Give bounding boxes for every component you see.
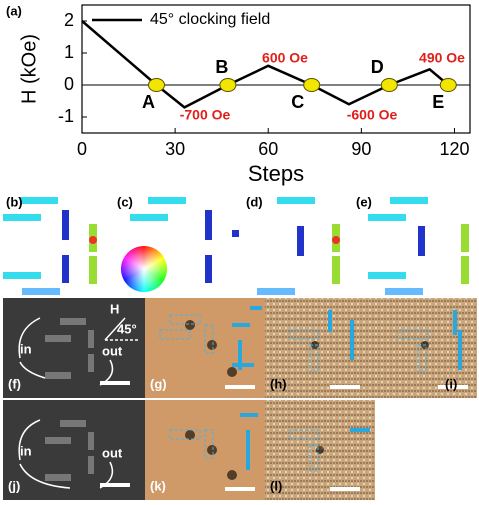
- x-tick-label: 0: [77, 139, 87, 159]
- figure: (a) (b) (c) (d) (e) H 45° in out in out …: [0, 0, 479, 505]
- x-tick-label: 30: [165, 139, 185, 159]
- in-label: in: [20, 341, 32, 356]
- y-axis-label: H (kOe): [18, 34, 40, 104]
- image-panels: [3, 298, 477, 500]
- panel-label: (h): [270, 376, 287, 391]
- figure-svg: (a) (b) (c) (d) (e) H 45° in out in out …: [0, 0, 479, 505]
- panel-label: (e): [356, 194, 372, 209]
- annotation: 600 Oe: [262, 50, 308, 66]
- panel-label: (l): [270, 478, 282, 493]
- x-tick-label: 60: [258, 139, 278, 159]
- sim-panels: [3, 197, 469, 295]
- point-label: E: [432, 92, 444, 112]
- x-tick-label: 120: [439, 139, 469, 159]
- panel-label: (g): [150, 376, 167, 391]
- y-tick-label: 2: [64, 10, 74, 30]
- annotation: 490 Oe: [419, 50, 465, 66]
- annotation: -700 Oe: [180, 107, 231, 123]
- crossing-marker: [304, 79, 320, 92]
- y-tick-label: 0: [64, 74, 74, 94]
- point-label: D: [371, 57, 384, 77]
- panel-label: (i): [445, 376, 457, 391]
- panel-label: (c): [117, 194, 133, 209]
- out-label: out: [102, 445, 123, 460]
- point-label: A: [142, 92, 155, 112]
- point-label: B: [215, 57, 228, 77]
- panel-label: (b): [6, 194, 23, 209]
- legend-label: 45° clocking field: [150, 11, 270, 28]
- crossing-marker: [148, 79, 164, 92]
- angle-label: 45°: [117, 321, 137, 336]
- x-tick-label: 90: [351, 139, 371, 159]
- crossing-marker: [220, 79, 236, 92]
- crossing-marker: [381, 79, 397, 92]
- panel-label: (f): [8, 376, 21, 391]
- out-label: out: [102, 343, 123, 358]
- crossing-marker: [440, 79, 456, 92]
- y-tick-label: -1: [58, 106, 74, 126]
- panel-label: (d): [246, 194, 263, 209]
- point-label: C: [291, 92, 304, 112]
- in-label: in: [20, 443, 32, 458]
- field-label: H: [110, 301, 119, 316]
- y-tick-label: 1: [64, 42, 74, 62]
- annotation: -600 Oe: [347, 107, 398, 123]
- x-axis-label: Steps: [248, 161, 304, 186]
- panel-label: (k): [150, 478, 166, 493]
- color-wheel: [121, 246, 167, 292]
- panel-label: (a): [6, 3, 22, 18]
- panel-label: (j): [8, 478, 20, 493]
